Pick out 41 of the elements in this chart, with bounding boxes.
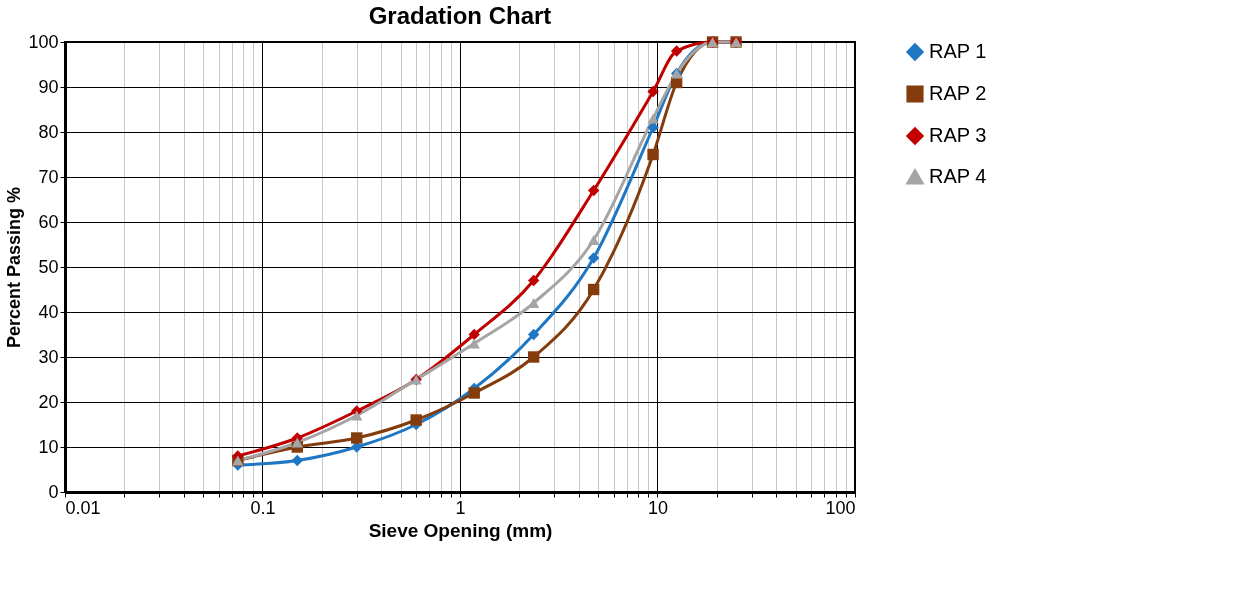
point: [587, 235, 600, 245]
point: [527, 328, 540, 341]
point: [527, 351, 540, 363]
y-tick-label: 90: [38, 76, 59, 97]
y-tick-label: 70: [38, 166, 59, 187]
point: [468, 338, 480, 349]
y-axis-title: Percent Passing %: [4, 186, 25, 349]
point: [468, 328, 480, 341]
legend-label: RAP 1: [929, 40, 987, 62]
y-tick-label: 30: [38, 346, 59, 367]
legend-label: RAP 4: [929, 165, 987, 187]
x-tick-label: 1: [455, 497, 466, 518]
point: [587, 184, 600, 197]
x-axis-title: Sieve Opening (mm): [368, 519, 553, 541]
point: [468, 387, 480, 399]
point: [291, 454, 303, 467]
y-tick-label: 0: [48, 481, 59, 502]
point: [291, 437, 303, 448]
point: [351, 432, 363, 444]
point: [647, 85, 659, 98]
point: [647, 148, 659, 161]
y-tick-label: 40: [38, 301, 59, 322]
x-tick-label: 10: [647, 497, 669, 518]
y-tick-label: 60: [38, 211, 59, 232]
y-tick-label: 100: [28, 31, 59, 52]
chart-title: Gradation Chart: [368, 2, 552, 29]
point: [527, 274, 540, 287]
point: [587, 252, 600, 264]
y-tick-label: 80: [38, 121, 59, 142]
x-tick-label: 100: [825, 497, 856, 518]
x-tick-label: 0.01: [65, 497, 101, 518]
legend-label: RAP 3: [929, 124, 987, 146]
point: [587, 283, 600, 296]
legend-label: RAP 2: [929, 82, 987, 104]
y-tick-label: 20: [38, 391, 59, 412]
y-tick-label: 10: [38, 436, 59, 457]
point: [351, 410, 363, 421]
y-tick-label: 50: [38, 256, 59, 277]
x-tick-label: 0.1: [250, 497, 276, 518]
point: [647, 113, 659, 124]
point: [410, 414, 422, 426]
